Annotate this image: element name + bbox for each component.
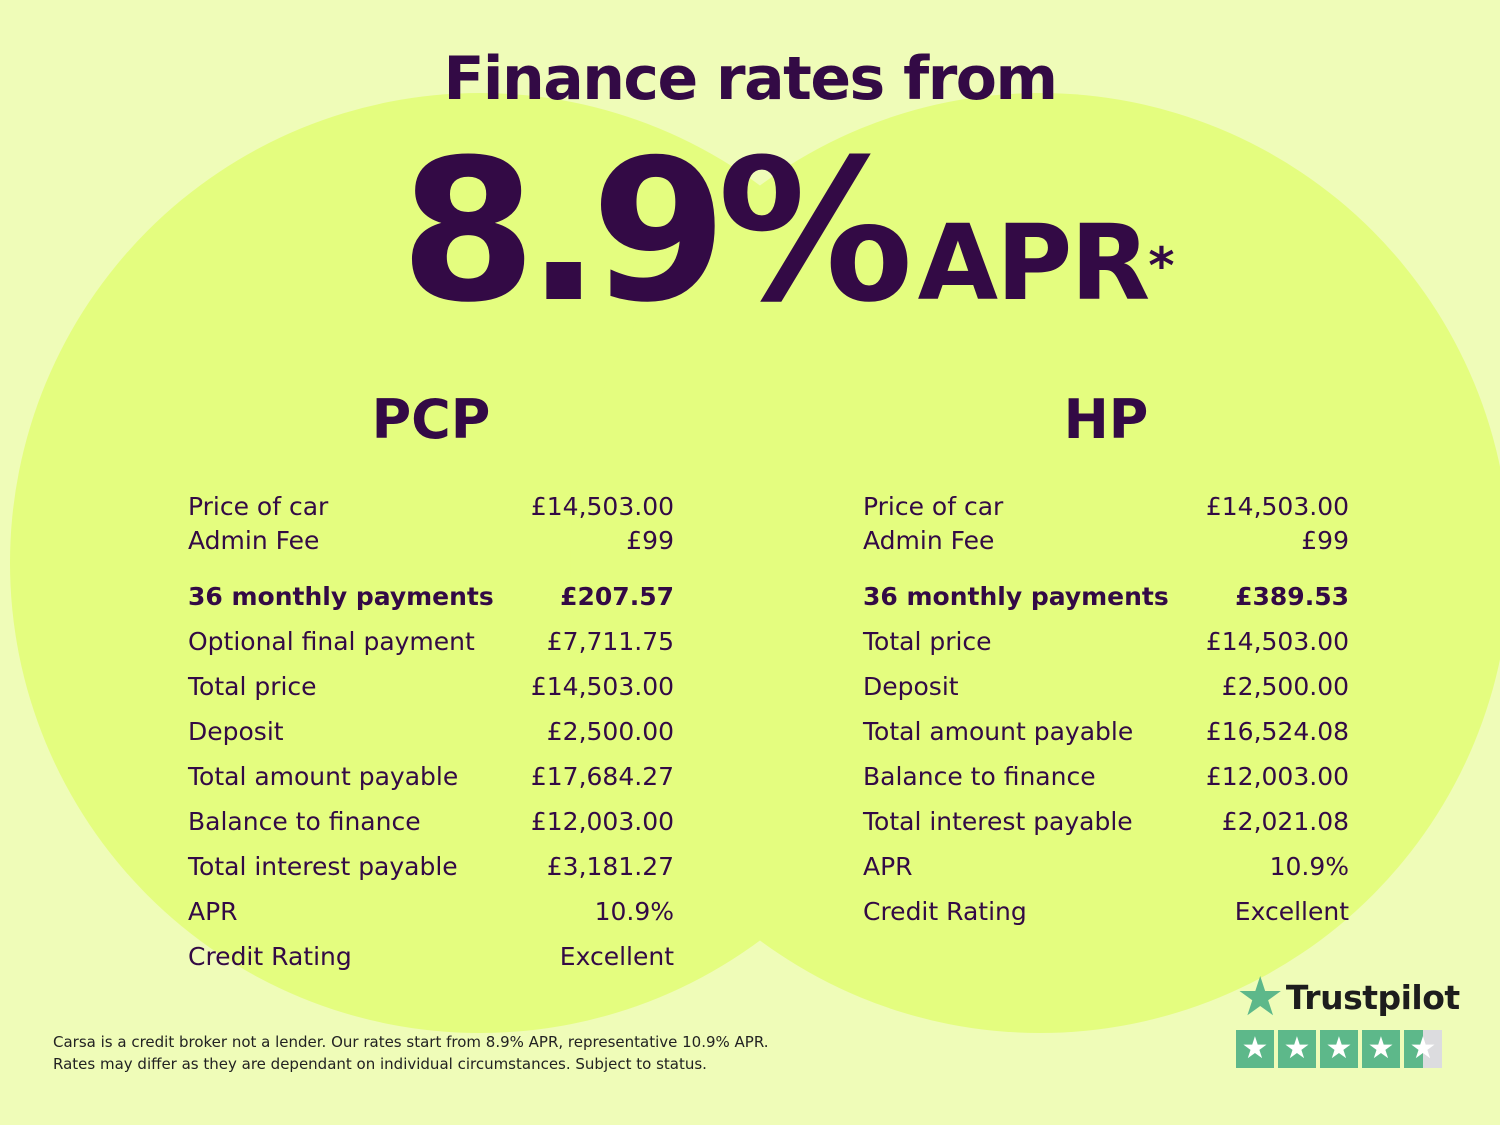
- row-value: £12,003.00: [1205, 762, 1349, 791]
- hp-row: Credit Rating Excellent: [863, 895, 1349, 940]
- row-label: Total amount payable: [188, 762, 459, 791]
- trustpilot-logo: ★ Trustpilot: [1236, 965, 1460, 1028]
- row-value: £16,524.08: [1205, 717, 1349, 746]
- trustpilot-badge: ★ Trustpilot ★ ★ ★ ★ ★: [1236, 965, 1460, 1068]
- row-value: £17,684.27: [530, 762, 674, 791]
- row-label: Admin Fee: [863, 526, 995, 555]
- trustpilot-name: Trustpilot: [1285, 977, 1460, 1017]
- rating-star-icon: ★: [1236, 1030, 1274, 1068]
- rate-value: 8.9%: [400, 118, 914, 346]
- row-value: £7,711.75: [546, 627, 674, 656]
- row-value: £2,021.08: [1221, 807, 1349, 836]
- disclaimer: Carsa is a credit broker not a lender. O…: [53, 1031, 769, 1075]
- row-value: £14,503.00: [1205, 627, 1349, 656]
- pcp-row: Admin Fee £99: [188, 524, 674, 569]
- row-value: £2,500.00: [1221, 672, 1349, 701]
- row-value: £14,503.00: [530, 672, 674, 701]
- pcp-row: Total amount payable £17,684.27: [188, 760, 674, 805]
- hp-row: Total price £14,503.00: [863, 625, 1349, 670]
- rating-star-icon: ★: [1278, 1030, 1316, 1068]
- row-value: £389.53: [1235, 582, 1349, 611]
- hp-row: Balance to finance £12,003.00: [863, 760, 1349, 805]
- row-value: 10.9%: [594, 897, 674, 926]
- pcp-row: Credit Rating Excellent: [188, 940, 674, 985]
- row-value: Excellent: [559, 942, 674, 971]
- hp-row: Price of car £14,503.00: [863, 490, 1349, 524]
- row-label: Credit Rating: [863, 897, 1027, 926]
- hp-row: Admin Fee £99: [863, 524, 1349, 569]
- pcp-row: Deposit £2,500.00: [188, 715, 674, 760]
- pcp-row: Total price £14,503.00: [188, 670, 674, 715]
- headline: Finance rates from: [443, 44, 1058, 114]
- row-value: Excellent: [1234, 897, 1349, 926]
- row-label: Price of car: [188, 492, 329, 521]
- rating-star-icon: ★: [1362, 1030, 1400, 1068]
- row-label: Total price: [863, 627, 992, 656]
- pcp-table: PCP Price of car £14,503.00 Admin Fee £99 36…: [188, 388, 674, 985]
- disclaimer-line: Rates may differ as they are dependant o…: [53, 1055, 707, 1073]
- row-label: Optional final payment: [188, 627, 475, 656]
- row-label: Total interest payable: [863, 807, 1133, 836]
- row-label: 36 monthly payments: [188, 582, 494, 611]
- row-label: Price of car: [863, 492, 1004, 521]
- pcp-row: Total interest payable £3,181.27: [188, 850, 674, 895]
- row-label: 36 monthly payments: [863, 582, 1169, 611]
- pcp-row: APR 10.9%: [188, 895, 674, 940]
- hp-title: HP: [1063, 388, 1149, 451]
- row-value: £99: [626, 526, 674, 555]
- hp-row: APR 10.9%: [863, 850, 1349, 895]
- row-label: Deposit: [188, 717, 284, 746]
- row-value: £14,503.00: [1205, 492, 1349, 521]
- hp-row: Total interest payable £2,021.08: [863, 805, 1349, 850]
- row-label: Credit Rating: [188, 942, 352, 971]
- pcp-row: Price of car £14,503.00: [188, 490, 674, 524]
- hp-row: 36 monthly payments £389.53: [863, 580, 1349, 625]
- pcp-title: PCP: [371, 388, 491, 451]
- row-label: Total price: [188, 672, 317, 701]
- row-label: APR: [188, 897, 238, 926]
- trustpilot-star-icon: ★: [1236, 965, 1284, 1028]
- row-label: Admin Fee: [188, 526, 320, 555]
- row-value: £12,003.00: [530, 807, 674, 836]
- row-label: Balance to finance: [188, 807, 421, 836]
- row-label: Total amount payable: [863, 717, 1134, 746]
- row-value: £3,181.27: [546, 852, 674, 881]
- row-label: Balance to finance: [863, 762, 1096, 791]
- row-value: £207.57: [560, 582, 674, 611]
- rate-display: 8.9% APR*: [400, 118, 1175, 346]
- row-value: £99: [1301, 526, 1349, 555]
- disclaimer-line: Carsa is a credit broker not a lender. O…: [53, 1033, 769, 1051]
- hp-row: Total amount payable £16,524.08: [863, 715, 1349, 760]
- pcp-row: Optional final payment £7,711.75: [188, 625, 674, 670]
- row-value: £14,503.00: [530, 492, 674, 521]
- row-label: Deposit: [863, 672, 959, 701]
- pcp-row: Balance to finance £12,003.00: [188, 805, 674, 850]
- trustpilot-rating: ★ ★ ★ ★ ★: [1236, 1030, 1460, 1068]
- rate-marker: *: [1148, 236, 1175, 295]
- rate-label: APR: [917, 202, 1151, 324]
- pcp-row: 36 monthly payments £207.57: [188, 580, 674, 625]
- background-circle-right: [570, 93, 1500, 1033]
- rating-star-icon: ★: [1320, 1030, 1358, 1068]
- rating-star-icon: ★: [1404, 1030, 1442, 1068]
- row-label: Total interest payable: [188, 852, 458, 881]
- row-value: 10.9%: [1269, 852, 1349, 881]
- row-value: £2,500.00: [546, 717, 674, 746]
- hp-table: HP Price of car £14,503.00 Admin Fee £99 36 …: [863, 388, 1349, 940]
- row-label: APR: [863, 852, 913, 881]
- hp-row: Deposit £2,500.00: [863, 670, 1349, 715]
